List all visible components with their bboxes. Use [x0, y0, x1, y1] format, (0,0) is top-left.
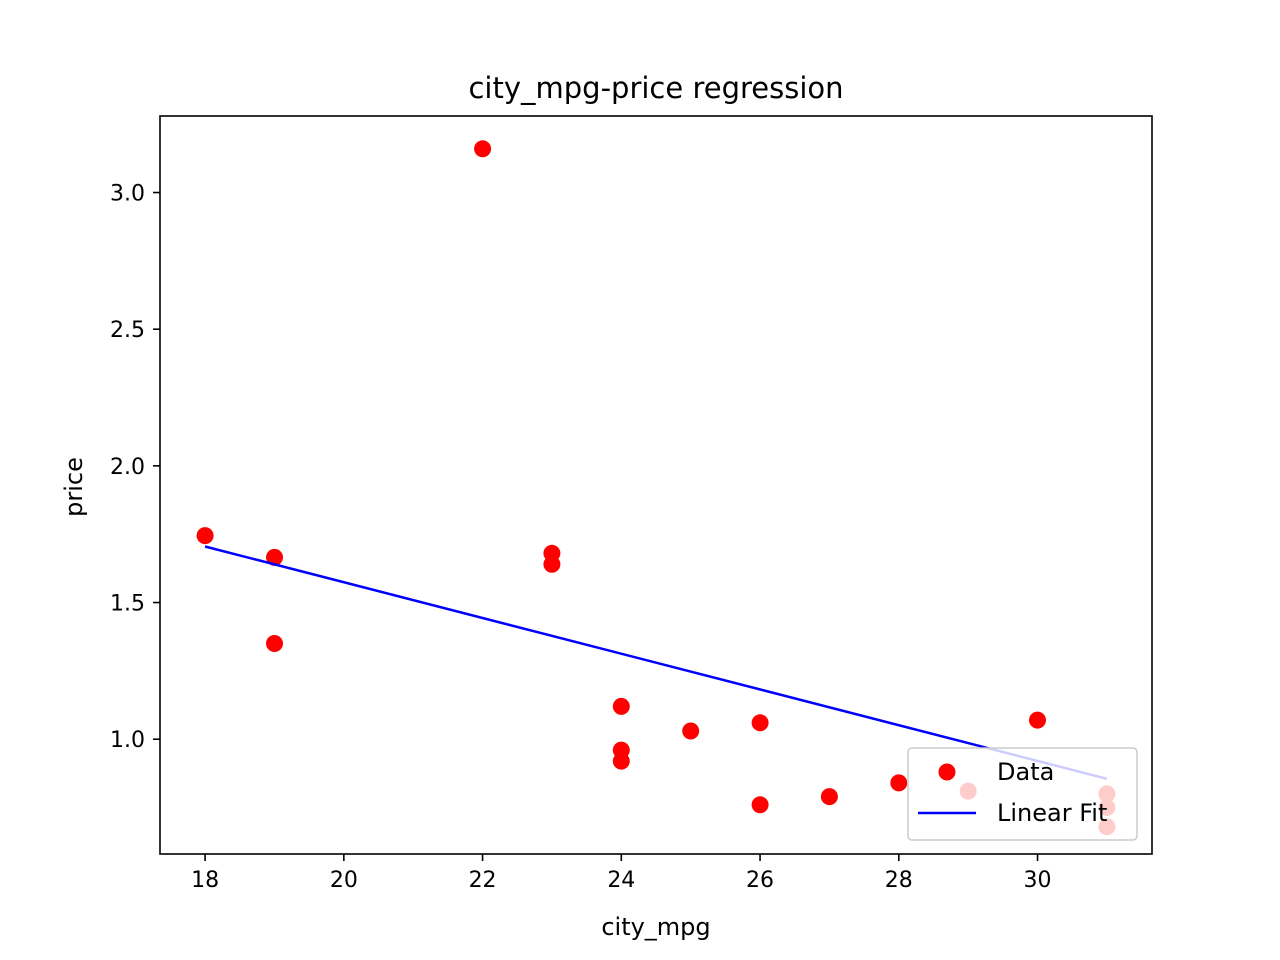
- legend: Data Linear Fit: [907, 747, 1138, 841]
- y-tick-label: 2.5: [110, 318, 145, 343]
- data-point: [751, 796, 769, 814]
- y-axis: 1.0 1.5 2.0 2.5 3.0: [110, 182, 160, 753]
- data-point: [266, 635, 283, 652]
- data-point: [612, 697, 630, 715]
- data-point: [266, 548, 283, 566]
- data-point: [890, 774, 908, 792]
- legend-label-data: Data: [997, 758, 1054, 786]
- data-point: [612, 752, 630, 770]
- data-point: [196, 527, 214, 545]
- x-tick-label: 24: [607, 868, 635, 893]
- data-point: [820, 788, 838, 806]
- legend-marker-data: [938, 763, 956, 781]
- data-point: [543, 555, 561, 573]
- y-tick-label: 1.0: [110, 728, 145, 753]
- y-axis-label: price: [60, 457, 88, 517]
- x-tick-label: 20: [330, 868, 358, 893]
- x-tick-label: 28: [885, 868, 913, 893]
- legend-box: [907, 747, 1138, 841]
- x-tick-label: 30: [1024, 868, 1052, 893]
- plot-area: [196, 140, 1116, 836]
- y-tick-label: 2.0: [110, 455, 145, 480]
- y-tick-label: 3.0: [110, 182, 145, 207]
- x-tick-label: 22: [469, 868, 497, 893]
- data-point: [474, 140, 492, 158]
- data-point: [1029, 711, 1046, 729]
- x-tick-label: 26: [746, 868, 774, 893]
- y-tick-label: 1.5: [110, 592, 145, 617]
- x-axis-label: city_mpg: [601, 913, 710, 941]
- legend-label-linear-fit: Linear Fit: [997, 799, 1107, 827]
- x-axis: 18 20 22 24 26 28 30: [191, 854, 1052, 893]
- chart-title: city_mpg-price regression: [468, 71, 843, 105]
- axes-frame: [159, 115, 1153, 855]
- x-tick-label: 18: [191, 868, 219, 893]
- linear-fit-line: [204, 545, 1108, 781]
- data-point: [682, 722, 700, 740]
- data-point: [751, 714, 769, 732]
